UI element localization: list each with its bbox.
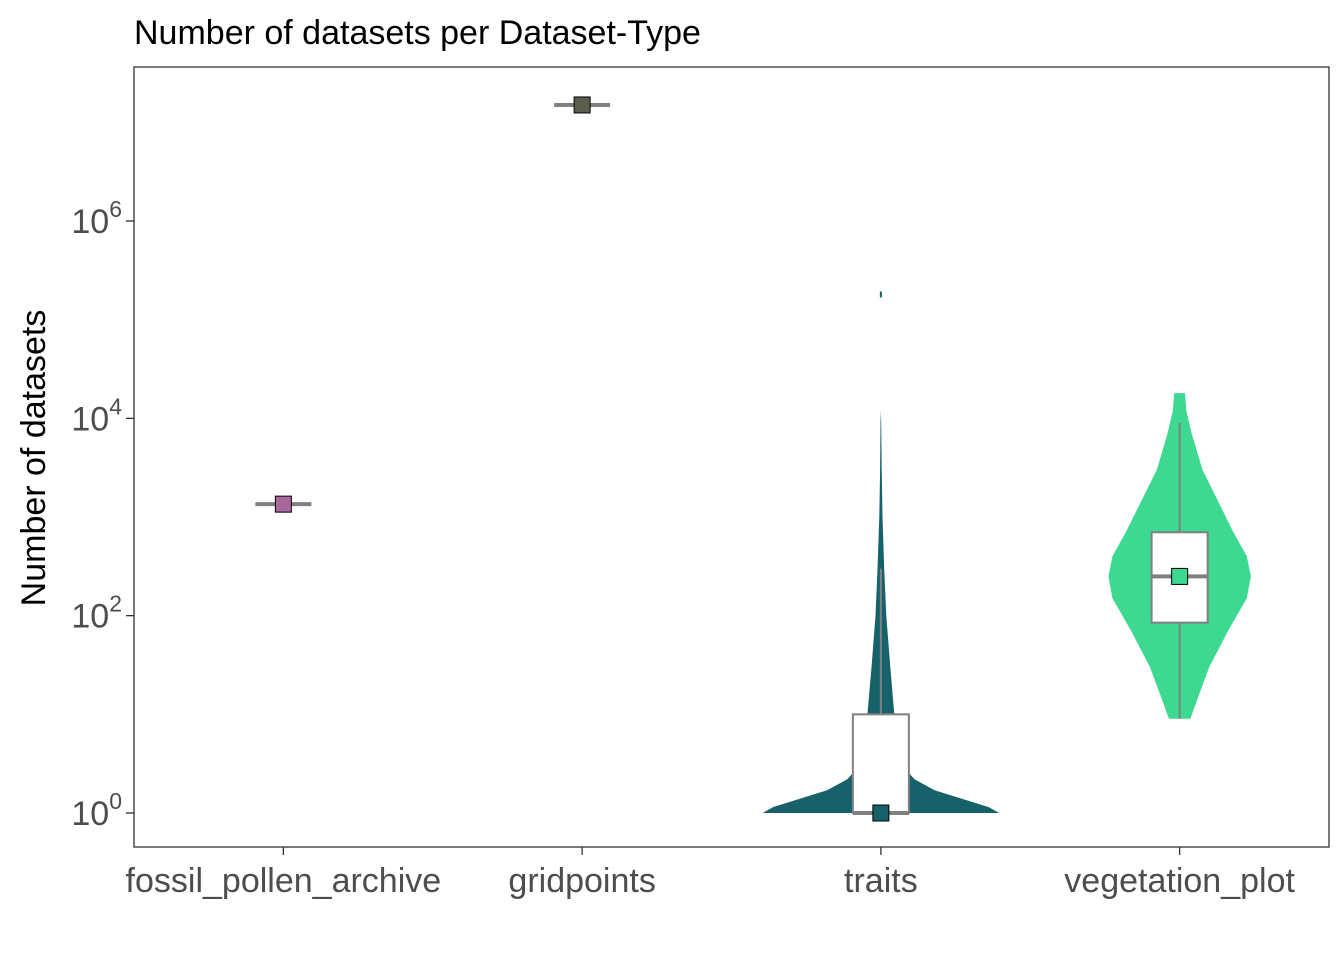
y-tick-exponent: 2 [109,591,122,617]
y-tick-exponent: 4 [109,393,122,419]
mean-point-fossil-pollen-archive [274,495,292,513]
mean-point-vegetation-plot [1171,567,1189,585]
y-tick-base: 10 [71,203,109,241]
y-tick-label: 102 [71,591,122,636]
y-axis-label: Number of datasets [15,310,53,607]
y-tick-label: 100 [71,788,122,833]
y-tick-label: 104 [71,393,122,438]
marks-layer [255,96,1251,822]
x-tick-label: vegetation_plot [1064,862,1295,900]
x-tick-label: fossil_pollen_archive [126,862,442,900]
y-tick-exponent: 0 [109,788,122,814]
x-tick-label: traits [844,862,918,900]
y-tick-label: 106 [71,196,122,241]
x-tick-label: gridpoints [508,862,655,900]
box-traits [851,713,910,814]
plot-panel [133,66,1330,848]
mean-point-traits [872,804,890,822]
y-tick-exponent: 6 [109,196,122,222]
y-tick-base: 10 [71,400,109,438]
chart-title: Number of datasets per Dataset-Type [134,14,701,52]
mean-point-gridpoints [573,96,591,114]
y-tick-base: 10 [71,598,109,636]
y-tick-base: 10 [71,795,109,833]
